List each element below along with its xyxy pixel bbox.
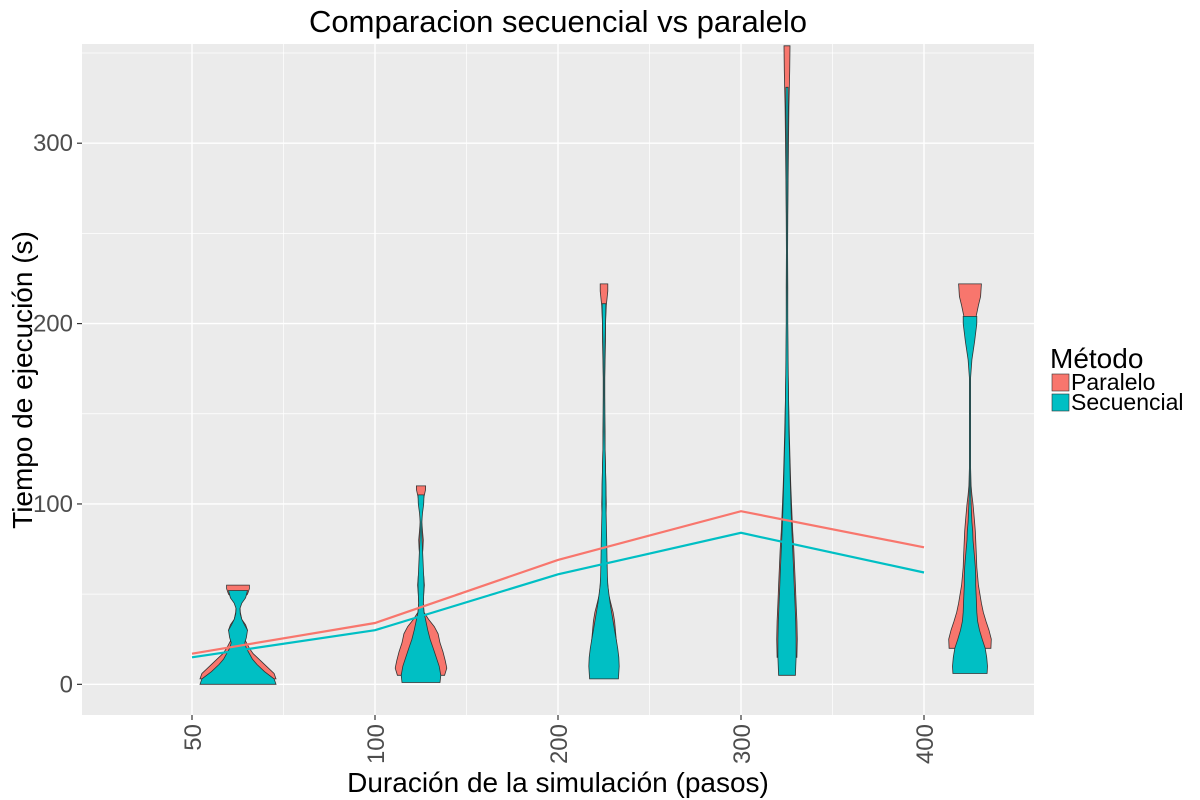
y-tick-label: 0 <box>60 671 73 698</box>
y-tick-label: 300 <box>33 130 73 157</box>
legend-key-paralelo <box>1051 373 1070 392</box>
y-axis-title: Tiempo de ejecución (s) <box>7 231 38 529</box>
mean-lines <box>191 510 925 659</box>
x-tick-label: 400 <box>912 724 939 764</box>
line-secuencial <box>191 531 925 659</box>
violin-secuencial-300 <box>777 86 797 676</box>
x-axis-title: Duración de la simulación (pasos) <box>347 767 769 798</box>
legend-label-paralelo: Paralelo <box>1071 369 1155 395</box>
grid-lines <box>82 44 1034 715</box>
x-axis: 50 100 200 300 400 <box>180 715 939 764</box>
x-tick-label: 50 <box>180 724 207 751</box>
x-tick-label: 100 <box>363 724 390 764</box>
y-tick-label: 100 <box>33 491 73 518</box>
violin-secuencial-200 <box>588 303 620 680</box>
chart-title: Comparacion secuencial vs paralelo <box>309 4 807 39</box>
x-tick-label: 300 <box>729 724 756 764</box>
violin-secuencial-100 <box>400 494 442 683</box>
legend-key-secuencial <box>1051 393 1070 412</box>
legend-label-secuencial: Secuencial <box>1071 389 1184 415</box>
x-tick-label: 200 <box>546 724 573 764</box>
y-axis: 0 100 200 300 <box>33 130 82 698</box>
line-paralelo <box>191 510 925 655</box>
violins <box>199 45 992 685</box>
legend-title: Método <box>1050 343 1143 374</box>
violin-secuencial-400 <box>952 316 988 674</box>
y-tick-label: 200 <box>33 311 73 338</box>
